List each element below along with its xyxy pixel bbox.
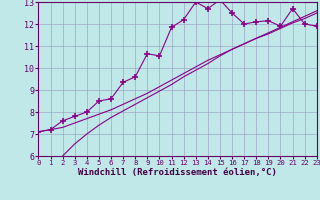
X-axis label: Windchill (Refroidissement éolien,°C): Windchill (Refroidissement éolien,°C) — [78, 168, 277, 177]
